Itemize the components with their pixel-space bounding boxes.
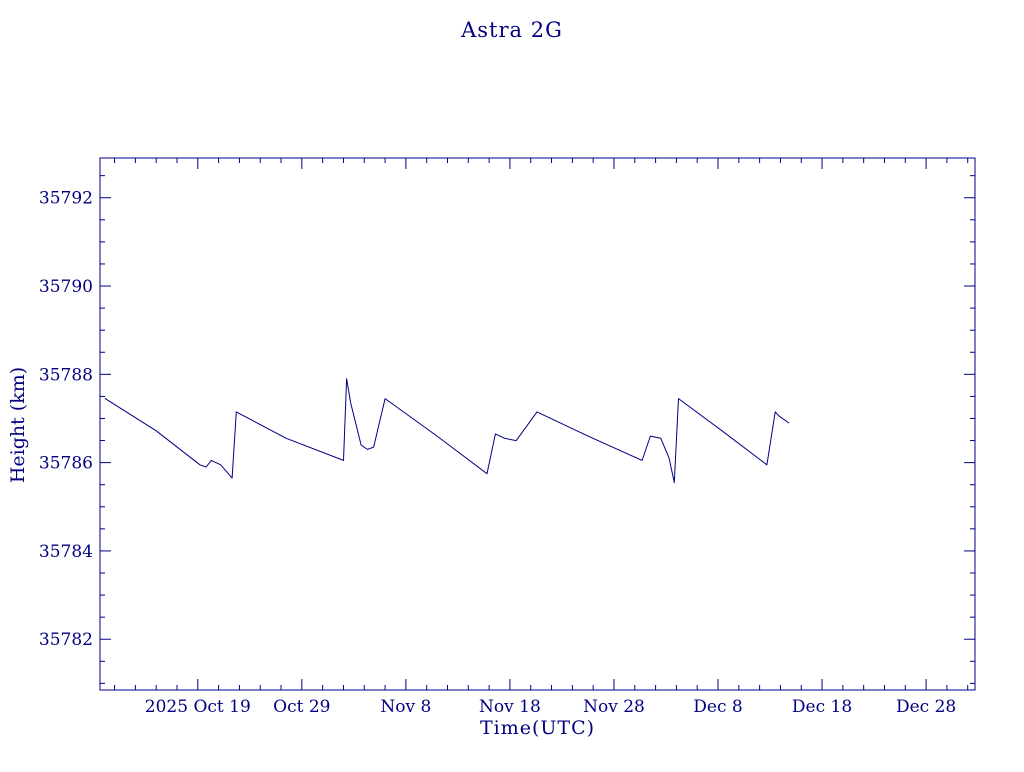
y-tick-label: 35786 <box>39 454 93 474</box>
x-tick-label: Nov 8 <box>380 697 431 717</box>
y-tick-label: 35790 <box>39 277 93 297</box>
height-series-line <box>104 378 790 483</box>
x-tick-label: Oct 29 <box>273 697 330 717</box>
y-tick-label: 35792 <box>39 189 93 209</box>
y-tick-label: 35782 <box>39 630 93 650</box>
x-tick-label: Nov 18 <box>479 697 541 717</box>
x-tick-label: Dec 8 <box>693 697 742 717</box>
x-tick-label: Nov 28 <box>583 697 645 717</box>
x-tick-label: Dec 18 <box>792 697 852 717</box>
x-axis-label: Time(UTC) <box>479 717 596 739</box>
y-tick-label: 35788 <box>39 365 93 385</box>
x-tick-label: Dec 28 <box>896 697 956 717</box>
plot-frame <box>99 157 976 691</box>
chart-title: Astra 2G <box>461 18 563 42</box>
y-tick-label: 35784 <box>39 542 93 562</box>
x-tick-label: 2025 Oct 19 <box>145 697 251 717</box>
